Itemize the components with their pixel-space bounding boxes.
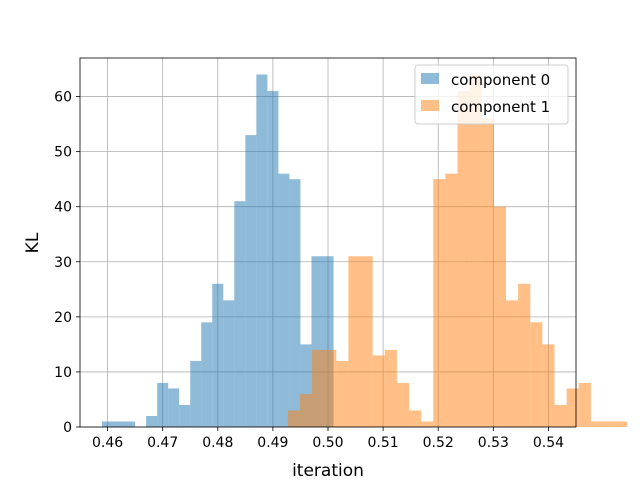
y-tick-label-6: 60: [54, 90, 72, 106]
legend: component 0 component 1: [414, 64, 569, 125]
bar-component-1-17: [493, 206, 507, 427]
bar-component-1-1: [299, 393, 313, 427]
bar-component-1-20: [530, 322, 543, 427]
bar-component-1-18: [506, 300, 519, 427]
bar-component-0-9: [201, 322, 213, 427]
bar-component-0-18: [300, 344, 312, 427]
bar-component-1-25: [590, 421, 604, 427]
y-tick-label-2: 20: [54, 310, 72, 326]
bar-component-0-19: [311, 256, 323, 427]
bar-component-0-15: [267, 91, 279, 428]
x-tick-label-8: 0.54: [533, 435, 564, 451]
legend-label-component-1: component 1: [451, 98, 550, 116]
bar-component-0-10: [212, 283, 224, 427]
bar-component-0-14: [256, 74, 268, 427]
bar-component-0-20: [322, 256, 334, 427]
bar-component-1-7: [372, 355, 385, 427]
bar-component-1-12: [433, 179, 446, 427]
bar-component-1-11: [421, 421, 434, 427]
legend-swatch-component-0: [421, 73, 439, 84]
x-tick-label-0: 0.46: [92, 435, 123, 451]
bar-component-1-27: [615, 421, 628, 427]
series-component-0-bars: [102, 74, 334, 428]
x-tick-label-7: 0.53: [478, 435, 509, 451]
y-tick-label-5: 50: [54, 145, 72, 161]
bar-component-0-12: [234, 201, 246, 427]
bar-component-1-2: [312, 349, 325, 427]
x-axis-label: iteration: [292, 461, 364, 480]
bar-component-0-11: [223, 300, 235, 427]
bar-component-1-14: [457, 91, 470, 428]
bar-component-0-0: [102, 421, 114, 427]
bar-component-1-3: [324, 349, 337, 427]
bar-component-0-7: [179, 404, 191, 427]
legend-label-component-0: component 0: [451, 71, 550, 89]
y-axis-label: KL: [23, 232, 43, 253]
bar-component-1-10: [409, 410, 422, 427]
bar-component-0-2: [124, 421, 136, 427]
bar-component-0-16: [278, 173, 290, 427]
x-tick-label-6: 0.52: [423, 435, 454, 451]
x-axis-ticks: 0.46 0.47 0.48 0.49 0.50 0.51 0.52 0.53 0.54: [92, 427, 564, 451]
bar-component-1-6: [360, 256, 373, 427]
y-tick-label-3: 30: [54, 255, 72, 271]
bar-component-0-13: [245, 135, 257, 427]
x-tick-label-4: 0.50: [312, 435, 343, 451]
x-tick-label-1: 0.47: [147, 435, 178, 451]
bar-component-0-17: [289, 179, 301, 427]
y-tick-label-4: 40: [54, 200, 72, 216]
bar-component-1-9: [396, 382, 410, 427]
bar-component-1-15: [469, 74, 482, 427]
bar-component-1-8: [384, 349, 397, 427]
bar-component-0-5: [157, 382, 169, 427]
y-axis-ticks: 0 10 20 30 40 50 60: [54, 90, 80, 436]
legend-box: [414, 64, 569, 125]
y-tick-label-0: 0: [63, 420, 72, 436]
x-tick-label-3: 0.49: [257, 435, 288, 451]
bar-component-0-6: [168, 388, 180, 427]
bar-component-1-13: [445, 173, 458, 427]
y-tick-label-1: 10: [54, 365, 72, 381]
x-tick-label-5: 0.51: [368, 435, 399, 451]
bar-component-0-8: [190, 360, 202, 427]
bar-component-0-1: [113, 421, 125, 427]
series-component-1-bars: [287, 74, 628, 428]
bar-component-1-26: [603, 421, 616, 427]
bar-component-1-5: [348, 256, 361, 427]
bar-component-1-0: [287, 410, 300, 427]
bar-component-0-4: [146, 415, 158, 427]
x-tick-label-2: 0.48: [202, 435, 233, 451]
bar-component-1-21: [542, 344, 555, 427]
bar-component-1-24: [578, 382, 591, 427]
bar-component-1-4: [336, 360, 349, 427]
bar-component-1-23: [566, 388, 579, 427]
bar-component-1-16: [481, 118, 494, 427]
bar-component-1-22: [554, 404, 567, 427]
bar-component-1-19: [518, 283, 531, 427]
legend-swatch-component-1: [421, 100, 439, 111]
